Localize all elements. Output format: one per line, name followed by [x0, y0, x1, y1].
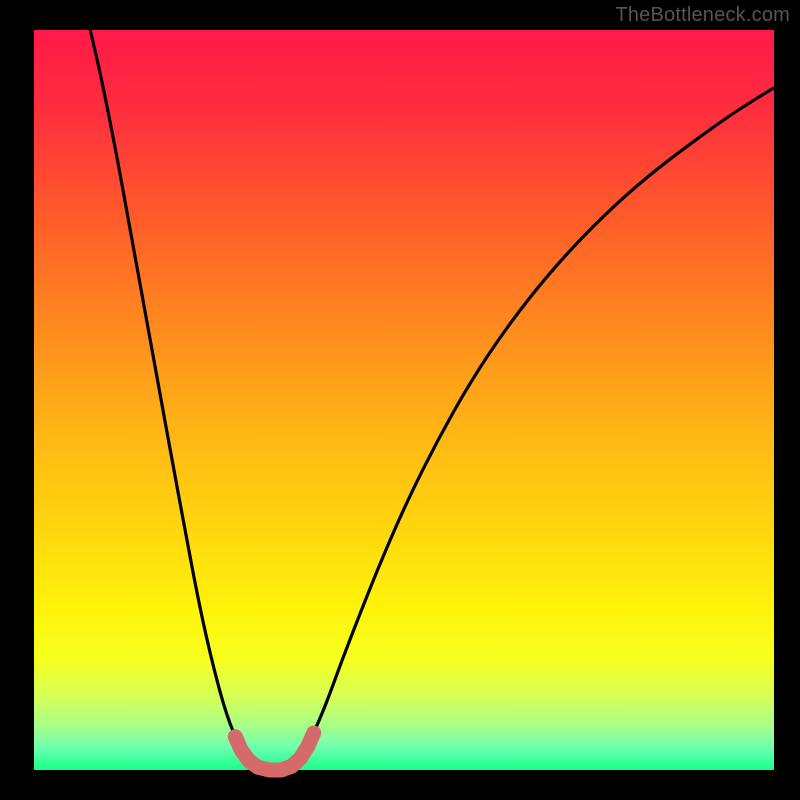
- curve-bottom-accent: [235, 733, 313, 770]
- plot-area: [34, 30, 774, 770]
- curve-svg: [34, 30, 774, 770]
- watermark-text: TheBottleneck.com: [615, 4, 790, 27]
- bottleneck-curve: [90, 30, 774, 770]
